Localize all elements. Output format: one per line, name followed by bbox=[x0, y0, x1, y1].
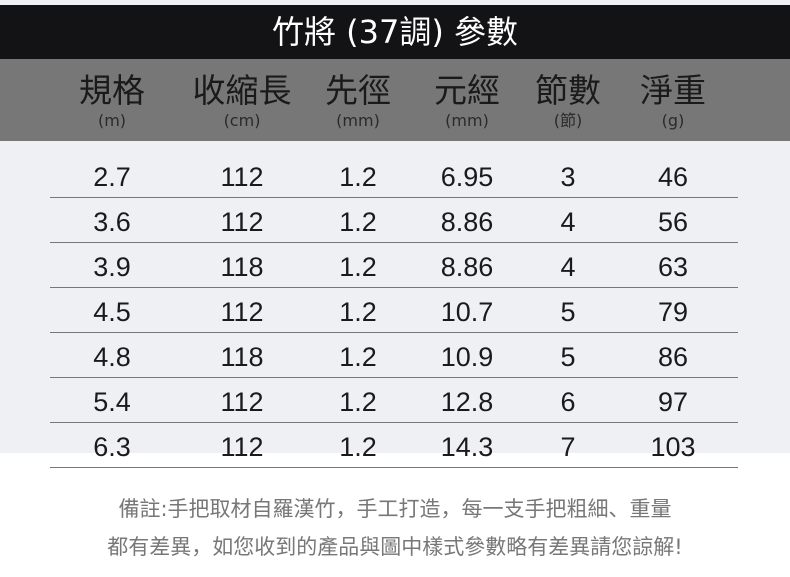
table-cell: 6.3 bbox=[93, 432, 131, 462]
column-label: 淨重 bbox=[640, 71, 706, 110]
column-unit: (g) bbox=[661, 111, 685, 130]
table-cell: 1.2 bbox=[339, 162, 377, 192]
table-cell: 8.86 bbox=[440, 207, 494, 237]
table-cell: 12.8 bbox=[440, 387, 494, 417]
table-cell: 4.8 bbox=[93, 342, 131, 372]
table-cell: 56 bbox=[657, 207, 689, 237]
table-cell: 1.2 bbox=[339, 297, 377, 327]
table-cell: 5 bbox=[560, 297, 576, 327]
table-row: 4.8 118 1.2 10.9 5 86 bbox=[50, 332, 738, 378]
table-cell: 6 bbox=[560, 387, 576, 417]
column-unit: (節) bbox=[553, 111, 583, 130]
table-cell: 118 bbox=[220, 252, 264, 282]
column-unit: (mm) bbox=[336, 111, 380, 130]
table-cell: 10.9 bbox=[440, 342, 494, 372]
table-cell: 7 bbox=[560, 432, 576, 462]
column-unit: (mm) bbox=[445, 111, 489, 130]
column-header: 淨重 (g) bbox=[608, 59, 738, 131]
note-line-1: 備註:手把取材自羅漢竹，手工打造，每一支手把粗細、重量 bbox=[118, 497, 672, 521]
column-header: 先徑 (mm) bbox=[293, 59, 423, 131]
table-cell: 3 bbox=[560, 162, 576, 192]
column-unit: (m) bbox=[97, 111, 127, 130]
table-cell: 1.2 bbox=[339, 207, 377, 237]
column-header: 元經 (mm) bbox=[402, 59, 532, 131]
table-cell: 112 bbox=[220, 207, 264, 237]
column-label: 收縮長 bbox=[192, 71, 292, 110]
table-cell: 112 bbox=[220, 432, 264, 462]
table-cell: 4.5 bbox=[93, 297, 131, 327]
table-cell: 3.9 bbox=[93, 252, 131, 282]
table-cell: 86 bbox=[657, 342, 689, 372]
table-cell: 14.3 bbox=[440, 432, 494, 462]
table-cell: 1.2 bbox=[339, 432, 377, 462]
table-cell: 46 bbox=[657, 162, 689, 192]
column-header: 收縮長 (cm) bbox=[177, 59, 307, 131]
table-cell: 1.2 bbox=[339, 252, 377, 282]
column-label: 規格 bbox=[79, 71, 145, 110]
note-line-2: 都有差異，如您收到的產品與圖中樣式參數略有差異請您諒解! bbox=[107, 535, 683, 559]
table-cell: 5 bbox=[560, 342, 576, 372]
column-header: 節數 (節) bbox=[503, 59, 633, 131]
column-label: 先徑 bbox=[325, 71, 391, 110]
table-row: 5.4 112 1.2 12.8 6 97 bbox=[50, 377, 738, 423]
table-cell: 112 bbox=[220, 387, 264, 417]
table-cell: 2.7 bbox=[93, 162, 131, 192]
table-cell: 1.2 bbox=[339, 387, 377, 417]
table-cell: 5.4 bbox=[93, 387, 131, 417]
table-cell: 97 bbox=[657, 387, 689, 417]
table-cell: 4 bbox=[560, 252, 576, 282]
page-title: 竹將 (37調) 參數 bbox=[0, 5, 790, 59]
table-cell: 8.86 bbox=[440, 252, 494, 282]
table-cell: 3.6 bbox=[93, 207, 131, 237]
table-cell: 6.95 bbox=[440, 162, 494, 192]
table-cell: 112 bbox=[220, 297, 264, 327]
table-cell: 10.7 bbox=[440, 297, 494, 327]
table-cell: 112 bbox=[220, 162, 264, 192]
table-cell: 103 bbox=[650, 432, 696, 462]
column-label: 節數 bbox=[535, 71, 601, 110]
column-unit: (cm) bbox=[223, 111, 261, 130]
table-row: 4.5 112 1.2 10.7 5 79 bbox=[50, 287, 738, 333]
table-row: 6.3 112 1.2 14.3 7 103 bbox=[50, 422, 738, 468]
top-strip bbox=[0, 0, 790, 5]
table-cell: 118 bbox=[220, 342, 264, 372]
table-cell: 1.2 bbox=[339, 342, 377, 372]
column-label: 元經 bbox=[434, 71, 500, 110]
table-cell: 4 bbox=[560, 207, 576, 237]
table-header: 規格 (m) 收縮長 (cm) 先徑 (mm) 元經 (mm) 節數 (節) 淨重 (g) bbox=[0, 59, 790, 141]
table-cell: 63 bbox=[657, 252, 689, 282]
table-row: 3.6 112 1.2 8.86 4 56 bbox=[50, 197, 738, 243]
table-row: 2.7 112 1.2 6.95 3 46 bbox=[50, 152, 738, 198]
table-row: 3.9 118 1.2 8.86 4 63 bbox=[50, 242, 738, 288]
table-body-background bbox=[0, 141, 790, 453]
column-header: 規格 (m) bbox=[47, 59, 177, 131]
table-cell: 79 bbox=[657, 297, 689, 327]
